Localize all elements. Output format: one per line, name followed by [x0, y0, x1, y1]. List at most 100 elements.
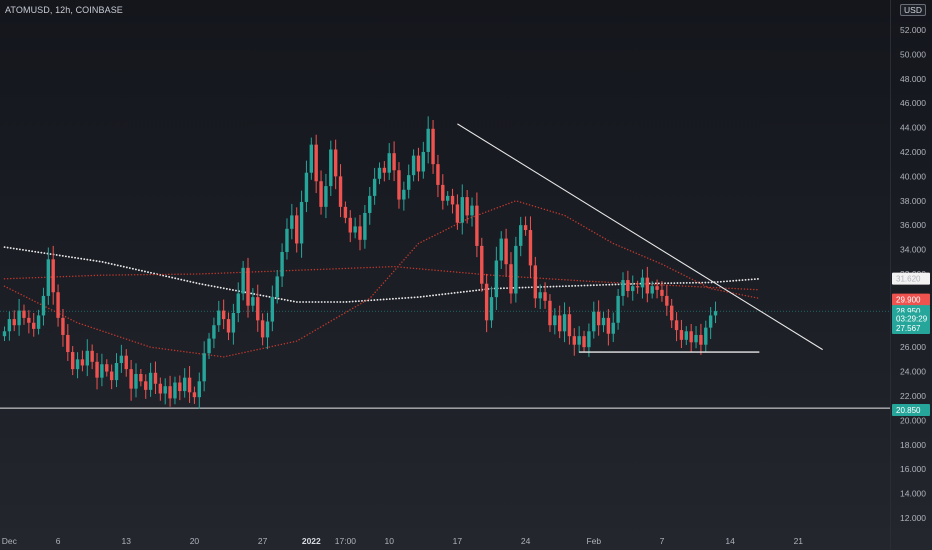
candle-body: [480, 245, 484, 284]
candle-body: [523, 225, 528, 231]
candle-body: [713, 311, 718, 316]
candle-body: [611, 322, 615, 334]
candle-body: [407, 175, 411, 190]
candle-body: [489, 297, 494, 321]
y-tick-label: 40.000: [900, 171, 926, 181]
candle-body: [358, 226, 362, 240]
candle-body: [333, 149, 338, 177]
moving-average-red-slow: [3, 265, 761, 291]
candle-body: [538, 292, 542, 299]
candle-body: [392, 153, 396, 171]
candle-body: [402, 189, 406, 200]
candle-body: [484, 283, 489, 321]
y-tick-label: 20.000: [900, 415, 926, 425]
y-tick-label: 52.000: [900, 25, 926, 35]
moving-average-white: [3, 246, 761, 303]
x-tick-label: 20: [190, 536, 200, 546]
candle-body: [56, 292, 60, 318]
candle-body: [445, 195, 450, 201]
candle-body: [528, 230, 533, 266]
candle-body: [450, 195, 455, 205]
candle-body: [699, 334, 703, 345]
candle-body: [553, 315, 557, 326]
candle-body: [265, 321, 270, 338]
candle-body: [533, 265, 538, 299]
candle-body: [187, 377, 192, 393]
price-badge-label: 31.620: [896, 275, 921, 284]
candle-body: [665, 295, 669, 306]
y-tick-label: 18.000: [900, 440, 926, 450]
candle-body: [368, 195, 372, 213]
candle-body: [109, 371, 114, 381]
candle-body: [197, 381, 201, 398]
candle-body: [221, 310, 226, 320]
candle-body: [655, 286, 659, 290]
candle-body: [684, 331, 688, 340]
candle-body: [499, 238, 503, 261]
candle-body: [509, 264, 513, 294]
candle-body: [548, 300, 552, 326]
candle-body: [635, 286, 640, 288]
candle-body: [212, 325, 216, 339]
candle-body: [377, 167, 382, 179]
candle-body: [95, 361, 99, 378]
candle-body: [12, 319, 16, 326]
candle-body: [645, 277, 650, 294]
currency-button[interactable]: USD: [900, 4, 926, 16]
y-tick-label: 26.000: [900, 342, 926, 352]
candle-body: [100, 364, 104, 378]
y-tick-label: 24.000: [900, 367, 926, 377]
candle-body: [75, 359, 80, 370]
candle-body: [17, 310, 21, 326]
candle-body: [324, 186, 328, 207]
x-tick-label: Dec: [2, 536, 18, 546]
candle-body: [124, 355, 128, 370]
candle-body: [689, 331, 693, 343]
candle-body: [148, 372, 153, 390]
x-tick-label: 27: [258, 536, 268, 546]
candle-body: [519, 225, 523, 246]
x-tick-label: 6: [56, 536, 61, 546]
candle-body: [2, 331, 7, 337]
y-tick-label: 14.000: [900, 489, 926, 499]
candle-body: [494, 260, 499, 298]
candle-body: [441, 184, 445, 201]
symbol-title: ATOMUSD, 12h, COINBASE: [5, 5, 123, 15]
candle-body: [27, 317, 31, 323]
y-tick-label: 16.000: [900, 464, 926, 474]
candle-body: [236, 293, 240, 313]
candle-body: [640, 277, 645, 288]
candle-body: [455, 204, 460, 223]
candle-body: [567, 314, 572, 337]
candle-body: [46, 259, 51, 296]
price-badge-label: 29.900: [896, 296, 921, 305]
price-badge-label: 03:29:29: [896, 314, 928, 323]
candle-body: [285, 228, 289, 252]
candle-body: [70, 352, 75, 370]
candle-body: [51, 259, 55, 293]
candle-body: [431, 128, 435, 165]
candle-body: [114, 363, 119, 381]
candle-body: [173, 382, 177, 399]
y-tick-label: 22.000: [900, 391, 926, 401]
candle-body: [421, 151, 426, 172]
candle-body: [465, 197, 469, 216]
candle-body: [382, 167, 387, 173]
candle-body: [241, 267, 245, 294]
candle-body: [621, 280, 625, 296]
candle-body: [134, 374, 138, 389]
candle-body: [163, 386, 167, 394]
candle-body: [596, 311, 601, 326]
candle-body: [80, 359, 85, 366]
x-tick-label: 14: [725, 536, 735, 546]
x-tick-label: 17:00: [335, 536, 357, 546]
price-badge-label: 28.950: [896, 307, 921, 316]
candle-body: [557, 315, 562, 332]
candle-body: [577, 336, 581, 345]
candle-body: [280, 252, 284, 277]
candle-body: [217, 310, 221, 326]
candle-body: [36, 315, 41, 329]
candle-body: [309, 144, 314, 173]
candle-body: [168, 386, 172, 399]
